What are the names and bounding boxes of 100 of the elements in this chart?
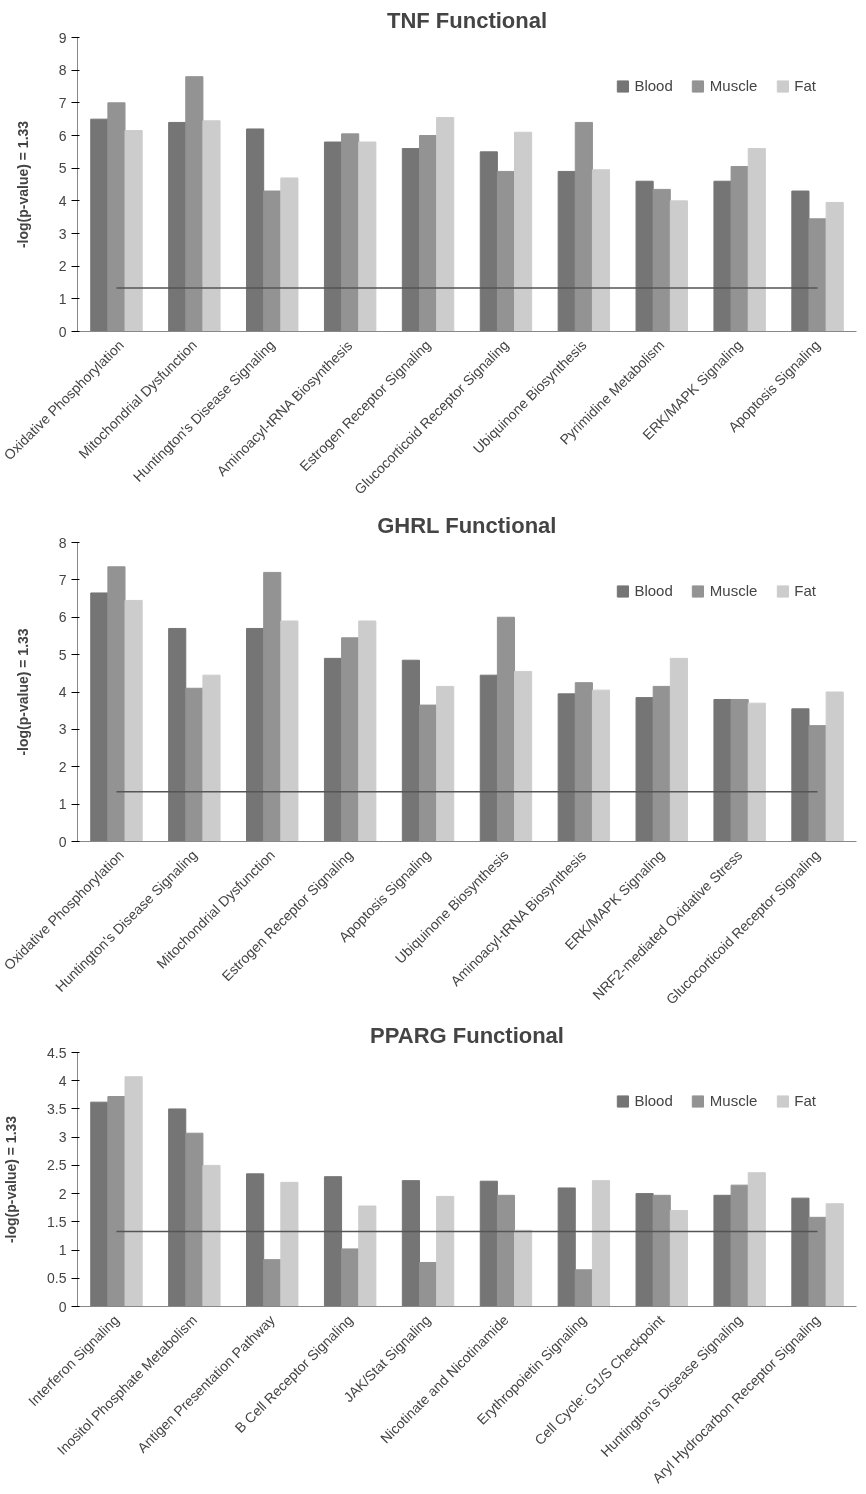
- bar: [246, 1173, 265, 1307]
- bar: [635, 1193, 654, 1307]
- y-tick-label: 2: [58, 258, 67, 275]
- legend-label: Muscle: [709, 1092, 758, 1109]
- chart-title: GHRL Functional: [377, 512, 557, 538]
- bar: [557, 170, 576, 332]
- bar: [168, 627, 187, 842]
- bar: [168, 1108, 187, 1307]
- legend-label: Fat: [794, 1092, 816, 1109]
- bar: [323, 141, 343, 332]
- y-tick-label: 5: [58, 160, 67, 177]
- bar: [479, 1180, 498, 1307]
- bar: [436, 1195, 455, 1307]
- y-tick-label: 2.5: [47, 1157, 67, 1174]
- bar: [591, 169, 611, 332]
- bar: [280, 1181, 299, 1307]
- bar: [124, 599, 143, 842]
- bar: [713, 698, 732, 842]
- bar: [436, 685, 455, 842]
- y-tick-label: 9: [58, 29, 67, 46]
- bar: [90, 1101, 109, 1307]
- legend-label: Muscle: [709, 77, 758, 94]
- y-tick-label: 4: [58, 684, 67, 700]
- y-tick-label: 8: [58, 534, 67, 551]
- bar: [514, 131, 533, 332]
- y-tick-label: 6: [58, 609, 67, 626]
- bar: [669, 1210, 688, 1307]
- bar: [323, 1176, 343, 1307]
- bar: [246, 128, 265, 332]
- y-tick-label: 0: [58, 1298, 67, 1315]
- bar: [168, 121, 187, 332]
- legend-label: Fat: [794, 582, 816, 599]
- bar: [747, 702, 766, 842]
- bar: [202, 1164, 221, 1307]
- bar: [825, 1203, 844, 1307]
- bar: [791, 708, 810, 842]
- y-axis-title: -log(p-value) = 1.33: [14, 120, 31, 249]
- y-tick-label: 4: [58, 192, 67, 209]
- y-tick-label: 0: [58, 833, 67, 850]
- bar: [669, 657, 688, 842]
- bar: [436, 117, 455, 332]
- y-tick-label: 0: [58, 323, 67, 340]
- bar: [479, 674, 498, 842]
- bar: [202, 674, 221, 842]
- y-tick-label: 0.5: [47, 1270, 67, 1287]
- y-axis-title: -log(p-value) = 1.33: [3, 1115, 20, 1244]
- bar: [202, 120, 221, 332]
- legend-label: Blood: [634, 582, 673, 599]
- bar: [514, 1229, 533, 1307]
- y-tick-label: 5: [58, 646, 67, 663]
- bar: [358, 1205, 377, 1307]
- bar: [358, 620, 377, 842]
- bar: [669, 200, 688, 332]
- y-tick-label: 3: [58, 1129, 67, 1146]
- legend-label: Blood: [634, 77, 673, 94]
- bar: [280, 177, 299, 332]
- bar: [713, 1194, 732, 1307]
- y-tick-label: 2: [58, 1185, 67, 1202]
- y-tick-label: 2: [58, 758, 67, 775]
- bar: [124, 130, 143, 332]
- bar: [825, 201, 844, 332]
- bar: [635, 180, 654, 332]
- bar: [358, 141, 377, 332]
- bar: [713, 180, 732, 332]
- bar: [90, 592, 109, 842]
- y-tick-label: 1.5: [47, 1213, 67, 1230]
- bar: [246, 627, 265, 842]
- bar: [747, 1172, 766, 1307]
- y-tick-label: 7: [58, 571, 67, 588]
- bar: [591, 689, 611, 842]
- bar: [557, 1187, 576, 1307]
- y-tick-label: 7: [58, 94, 67, 111]
- bar: [90, 118, 109, 332]
- bar: [591, 1180, 611, 1307]
- y-tick-label: 3: [58, 721, 67, 738]
- y-tick-label: 6: [58, 127, 67, 144]
- bar: [514, 670, 533, 842]
- bar: [280, 620, 299, 842]
- y-tick-label: 1: [58, 290, 67, 307]
- chart-title: PPARG Functional: [370, 1022, 564, 1048]
- bar: [557, 693, 576, 842]
- legend-label: Blood: [634, 1092, 673, 1109]
- y-tick-label: 3.5: [47, 1100, 67, 1117]
- y-tick-label: 4: [58, 1072, 67, 1089]
- bar: [401, 1180, 420, 1307]
- bar: [635, 697, 654, 842]
- y-tick-label: 1: [58, 796, 67, 813]
- y-axis-title: -log(p-value) = 1.33: [14, 628, 31, 756]
- y-tick-label: 3: [58, 225, 67, 242]
- bar: [323, 657, 343, 842]
- bar: [479, 151, 498, 332]
- y-tick-label: 1: [58, 1242, 67, 1259]
- y-tick-label: 8: [58, 62, 67, 79]
- chart-title: TNF Functional: [386, 7, 548, 33]
- bar: [401, 148, 420, 332]
- bar: [791, 1197, 810, 1307]
- legend-label: Fat: [794, 77, 816, 94]
- bar: [825, 691, 844, 842]
- bar: [747, 148, 766, 332]
- bar: [401, 659, 420, 842]
